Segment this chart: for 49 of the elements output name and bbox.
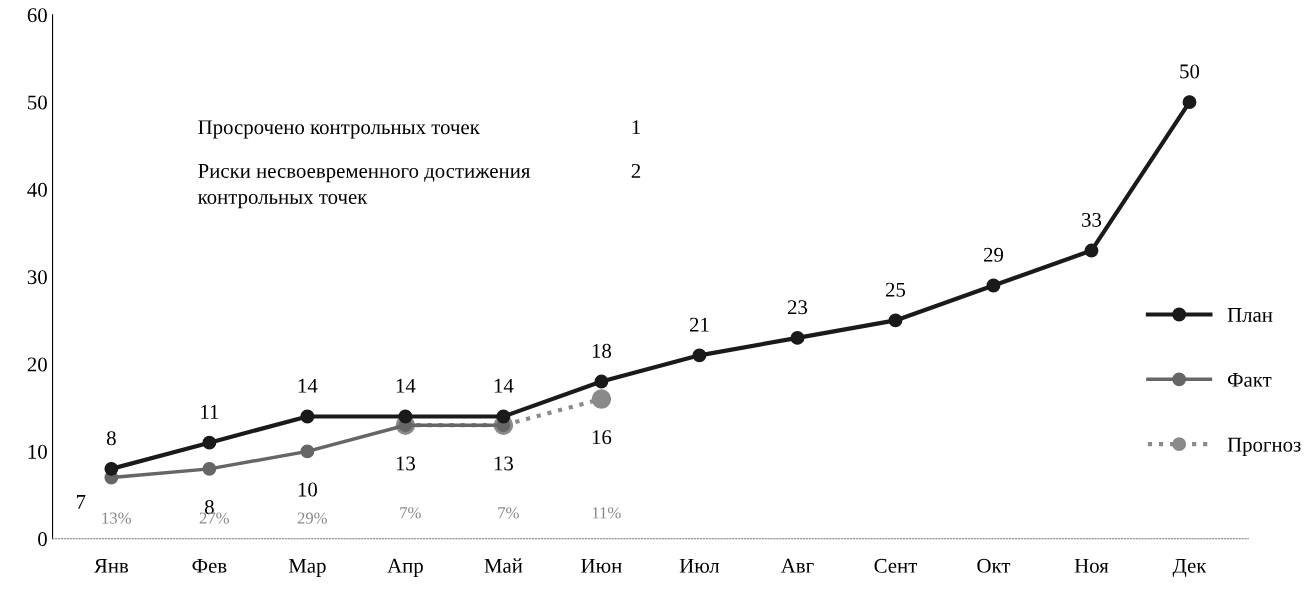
- data-label: 21: [689, 317, 709, 332]
- x-tick-label: Авг: [780, 558, 814, 573]
- annotation: Риски несвоевременного достижения контрольных точек: [197, 164, 531, 209]
- annotation: 1: [632, 120, 640, 135]
- data-label: 11: [201, 405, 219, 419]
- x-tick-label: Июл: [679, 558, 720, 573]
- annotation: 2: [631, 163, 641, 178]
- x-tick-label: Ноя: [1074, 558, 1109, 573]
- y-tick-label: 60: [27, 8, 47, 23]
- x-tick-label: Мар: [288, 558, 326, 578]
- data-label: 7: [76, 495, 86, 509]
- legend-label: Прогноз: [1227, 437, 1301, 456]
- annotation: 7%: [498, 507, 519, 519]
- x-tick-label: Дек: [1172, 558, 1207, 578]
- annotation: 11%: [592, 507, 621, 519]
- y-tick-label: 40: [27, 182, 47, 197]
- data-label: 14: [494, 378, 514, 393]
- x-tick-label: Май: [484, 558, 523, 573]
- y-tick-label: 20: [27, 357, 47, 372]
- data-label: 50: [1180, 64, 1200, 79]
- data-label: 25: [885, 282, 906, 297]
- data-label: 33: [1082, 212, 1102, 227]
- x-tick-label: Июн: [581, 558, 622, 573]
- annotation: Просрочено контрольных точек: [198, 120, 480, 139]
- annotation: 13%: [102, 512, 131, 524]
- data-label: 8: [106, 431, 116, 446]
- y-tick-label: 30: [27, 270, 47, 285]
- data-label: 18: [592, 343, 612, 358]
- annotation: 29%: [297, 512, 327, 524]
- legend-label: План: [1227, 308, 1273, 322]
- x-tick-label: Апр: [387, 558, 423, 578]
- x-tick-label: Окт: [977, 558, 1011, 573]
- data-label: 29: [983, 247, 1004, 262]
- annotation: 27%: [199, 512, 229, 524]
- y-tick-label: 0: [38, 532, 47, 547]
- data-label: 23: [787, 300, 808, 315]
- data-label: 10: [298, 482, 318, 497]
- data-label: 14: [298, 378, 318, 393]
- x-tick-label: Сент: [874, 558, 917, 573]
- y-tick-label: 50: [28, 95, 47, 110]
- data-label: 14: [396, 378, 416, 393]
- y-tick-label: 10: [28, 444, 47, 459]
- data-label: 13: [396, 456, 415, 471]
- data-label: 16: [592, 430, 612, 445]
- annotation: 7%: [400, 507, 421, 519]
- data-label: 13: [494, 456, 514, 471]
- legend-label: Факт: [1227, 372, 1272, 387]
- x-tick-label: Янв: [94, 558, 129, 573]
- x-tick-label: Фев: [192, 558, 227, 573]
